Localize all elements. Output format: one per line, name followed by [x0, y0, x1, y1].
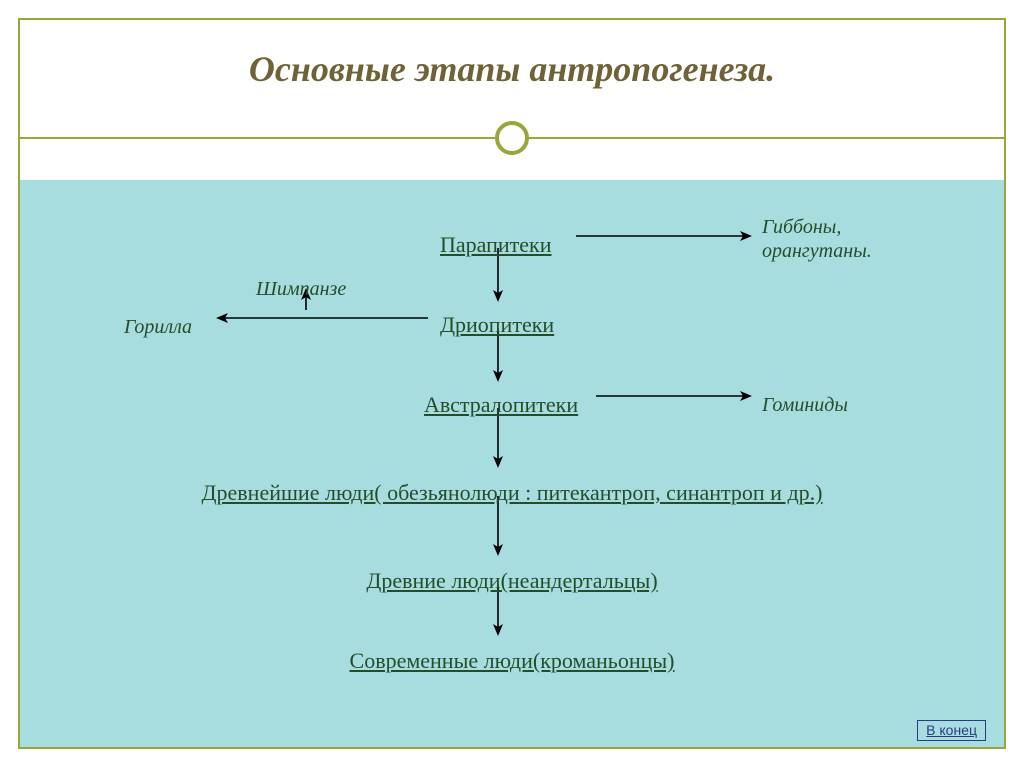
end-link[interactable]: В конец — [917, 720, 986, 741]
node-driopiteki: Дриопитеки — [440, 312, 554, 338]
slide-inner: Основные этапы антропогенеза. Парапитеки… — [18, 18, 1006, 749]
divider — [20, 118, 1004, 158]
label-orang: орангутаны. — [762, 240, 872, 263]
node-drevnie: Древние люди(неандертальцы) — [366, 568, 657, 594]
label-shimp: Шимпанзе — [256, 278, 346, 301]
node-avstralop: Австралопитеки — [424, 392, 578, 418]
label-gominidy: Гоминиды — [762, 394, 848, 417]
divider-circle-icon — [495, 121, 529, 155]
node-sovremennye: Современные люди(кроманьонцы) — [350, 648, 675, 674]
slide-title: Основные этапы антропогенеза. — [20, 20, 1004, 90]
node-drevneyshie: Древнейшие люди( обезьянолюди : питекант… — [202, 480, 823, 506]
slide: Основные этапы антропогенеза. Парапитеки… — [0, 0, 1024, 767]
diagram-area: Парапитеки Дриопитеки Австралопитеки Древне… — [20, 180, 1004, 747]
node-parapiteki: Парапитеки — [440, 232, 552, 258]
label-gorilla: Горилла — [124, 316, 192, 339]
label-gibbons: Гиббоны, — [762, 216, 841, 239]
